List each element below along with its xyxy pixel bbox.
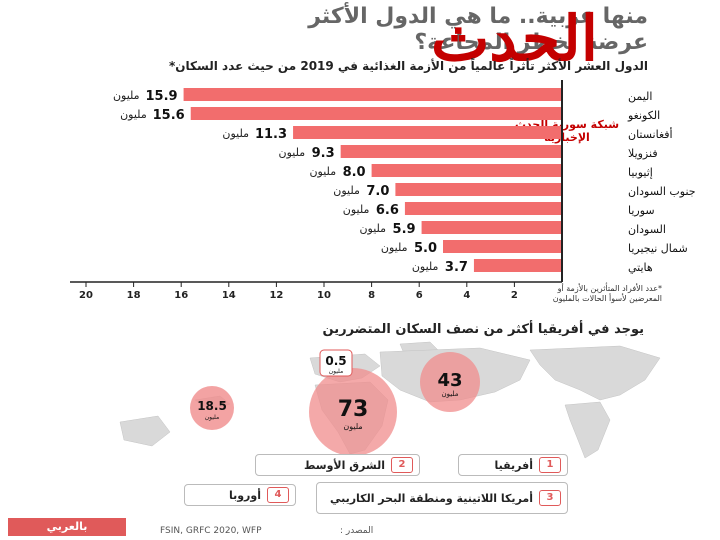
region-europe: 0.5 مليون: [319, 349, 353, 377]
region-circle-africa: [309, 368, 397, 456]
north-america-shape: [529, 345, 661, 401]
x-tick-label-6: 8: [368, 290, 375, 301]
bar-7: [421, 221, 562, 234]
category-label-5: جنوب السودان: [628, 185, 696, 198]
chart-footnote: *عدد الأفراد المتأثرين بالأزمة أو المعرض…: [552, 284, 662, 303]
bar-value-label-4: 8.0: [343, 165, 366, 180]
region-value-europe: 0.5: [325, 354, 346, 368]
category-label-4: إثيوبيا: [628, 166, 653, 179]
australia-shape: [119, 415, 171, 447]
legend-item-4: 4 أوروبا: [184, 484, 296, 506]
legend-item-3: 3 أمريكا اللاتينية ومنطقة البحر الكاريبي: [316, 482, 568, 514]
bar-unit-label-8: مليون: [381, 241, 408, 254]
region-unit-europe: مليون: [329, 368, 344, 375]
region-circle-latin-america: [190, 386, 234, 430]
bar-unit-label-9: مليون: [412, 260, 439, 273]
bar-unit-label-2: مليون: [222, 127, 249, 140]
x-tick-label-3: 14: [222, 290, 236, 301]
bar-value-label-2: 11.3: [255, 127, 287, 142]
bar-value-label-3: 9.3: [312, 146, 335, 161]
region-unit-africa: مليون: [343, 422, 362, 431]
x-tick-label-2: 16: [174, 290, 188, 301]
bar-0: [183, 88, 562, 101]
region-value-middle-east: 43: [437, 370, 462, 391]
x-tick-label-0: 20: [79, 290, 93, 301]
bar-unit-label-4: مليون: [309, 165, 336, 178]
legend-number-1: 1: [539, 457, 561, 473]
title-line-1: منها عربية.. ما هي الدول الأكثر: [308, 4, 648, 29]
x-tick-label-5: 10: [317, 290, 331, 301]
category-label-2: أفغانستان: [628, 127, 673, 141]
x-tick-label-1: 18: [127, 290, 141, 301]
bar-unit-label-1: مليون: [120, 108, 147, 121]
legend-label-3: أمريكا اللاتينية ومنطقة البحر الكاريبي: [329, 491, 533, 505]
region-circle-middle-east: [420, 352, 480, 412]
category-label-8: شمال نيجيريا: [628, 242, 688, 255]
bar-unit-label-7: مليون: [359, 222, 386, 235]
bar-unit-label-6: مليون: [343, 203, 370, 216]
south-america-shape: [564, 401, 611, 459]
region-value-africa: 73: [338, 397, 369, 422]
bar-unit-label-3: مليون: [279, 146, 306, 159]
legend-label-2: الشرق الأوسط: [304, 458, 385, 472]
bar-1: [190, 107, 562, 120]
chart-subtitle: الدول العشر الأكثر تأثراً عالمياً من الأ…: [169, 59, 648, 73]
x-tick-label-9: 2: [511, 290, 518, 301]
region-unit-middle-east: مليون: [442, 390, 459, 398]
legend-item-2: 2 الشرق الأوسط: [255, 454, 420, 476]
region-unit-latin-america: مليون: [205, 414, 220, 421]
category-label-6: سوريا: [628, 204, 655, 217]
bar-5: [395, 183, 562, 196]
region-box-europe: [319, 349, 353, 377]
logo-wordmark: الحدث: [430, 2, 598, 75]
world-map: 73 مليون 43 مليون 18.5 مليون 0.5 مليون: [119, 341, 661, 459]
bar-unit-label-5: مليون: [333, 184, 360, 197]
bar-2: [293, 126, 562, 139]
bar-3: [340, 145, 562, 158]
bar-8: [443, 240, 562, 253]
bar-value-label-6: 6.6: [376, 203, 399, 218]
source-text: FSIN, GRFC 2020, WFP: [160, 526, 262, 536]
bar-value-label-1: 15.6: [153, 108, 185, 123]
category-label-9: هايتي: [628, 261, 653, 274]
category-label-7: السودان: [628, 223, 666, 236]
category-label-3: فنزويلا: [628, 147, 658, 160]
region-middle-east: 43 مليون: [420, 352, 480, 412]
bar-value-label-7: 5.9: [393, 222, 416, 237]
x-tick-label-8: 4: [463, 290, 470, 301]
brand-logo: بالعربي: [8, 518, 126, 536]
page-title: منها عربية.. ما هي الدول الأكثر عرضة لخط…: [88, 4, 648, 56]
region-latin-america: 18.5 مليون: [190, 386, 234, 430]
bar-9: [473, 259, 562, 272]
legend-label-4: أوروبا: [228, 488, 261, 502]
map-title: يوجد في أفريقيا أكثر من نصف السكان المتض…: [322, 322, 645, 337]
category-label-0: اليمن: [628, 90, 652, 103]
x-tick-label-7: 6: [416, 290, 423, 301]
bar-value-label-9: 3.7: [445, 260, 468, 275]
site-logo: الحدث: [431, 4, 598, 98]
bar-value-label-8: 5.0: [414, 241, 437, 256]
bar-value-label-0: 15.9: [146, 89, 178, 104]
category-label-1: الكونغو: [627, 109, 660, 122]
x-tick-label-4: 12: [269, 290, 283, 301]
title-line-2: عرضة لخطر المجاعة؟: [414, 30, 648, 55]
region-africa: 73 مليون: [309, 368, 397, 456]
bar-chart: 15.9 مليون اليمن 15.6 مليون الكونغو 11.3 مليون أ…: [70, 80, 696, 301]
legend-number-3: 3: [539, 490, 561, 506]
legend-item-1: 1 أفريقيا: [458, 454, 568, 476]
legend-number-2: 2: [391, 457, 413, 473]
bar-4: [371, 164, 562, 177]
legend-label-1: أفريقيا: [494, 458, 533, 472]
region-value-latin-america: 18.5: [197, 399, 227, 413]
bar-value-label-5: 7.0: [366, 184, 389, 199]
source-label: المصدر :: [340, 526, 374, 536]
bar-6: [404, 202, 562, 215]
legend-number-4: 4: [267, 487, 289, 503]
bar-unit-label-0: مليون: [113, 89, 140, 102]
